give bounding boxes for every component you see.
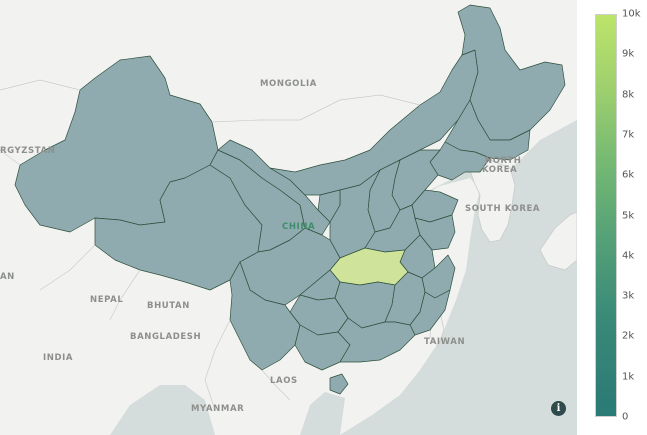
colorbar (595, 14, 617, 417)
colorbar-tick-label: 7k (622, 129, 635, 141)
bay-of-bengal (110, 385, 215, 435)
map-svg (0, 4, 577, 435)
colorbar-tick-label: 5k (622, 210, 635, 221)
korean-peninsula (469, 159, 516, 243)
region-fujian[interactable] (409, 289, 451, 336)
label-china: CHINA (282, 222, 316, 232)
south-china-sea-gulf (300, 392, 345, 435)
colorbar-tick-label: 0 (622, 411, 629, 423)
japan (539, 211, 577, 271)
region-ningxia[interactable] (317, 189, 341, 223)
colorbar-tick-label: 9k (622, 48, 635, 60)
colorbar-tick-label: 6k (622, 169, 635, 181)
region-hainan[interactable] (329, 373, 349, 395)
colorbar-tick-label: 3k (622, 290, 635, 302)
colorbar-tick-label: 1k (622, 371, 635, 383)
label-bhutan: BHUTAN (147, 301, 190, 311)
label-north-korea-line2: KOREA (482, 165, 518, 175)
label-india: INDIA (43, 353, 74, 363)
info-icon[interactable]: i (551, 401, 566, 416)
colorbar-tick-label: 10k (622, 8, 641, 20)
label-kyrgyzstan: RGYZSTAN (0, 146, 56, 156)
label-taiwan: TAIWAN (424, 337, 466, 347)
yellow-sea (340, 120, 577, 435)
colorbar-tick-label: 2k (622, 330, 635, 342)
map-area[interactable]: MONGOLIA RGYZSTAN NORTH KOREA SOUTH KORE… (0, 0, 577, 435)
region-guangdong[interactable] (337, 317, 416, 363)
region-yunnan[interactable] (229, 261, 301, 371)
label-edge-an: AN (0, 272, 15, 282)
colorbar-tick-label: 4k (622, 250, 635, 262)
sea-of-japan (520, 120, 577, 215)
label-nepal: NEPAL (90, 295, 124, 305)
label-mongolia: MONGOLIA (260, 79, 317, 89)
colorbar-tick-label: 8k (622, 89, 635, 101)
label-north-korea-line1: NORTH (485, 156, 522, 166)
label-bangladesh: BANGLADESH (130, 332, 202, 342)
label-laos: LAOS (270, 376, 298, 386)
label-south-korea: SOUTH KOREA (465, 204, 541, 214)
label-myanmar: MYANMAR (191, 404, 245, 414)
